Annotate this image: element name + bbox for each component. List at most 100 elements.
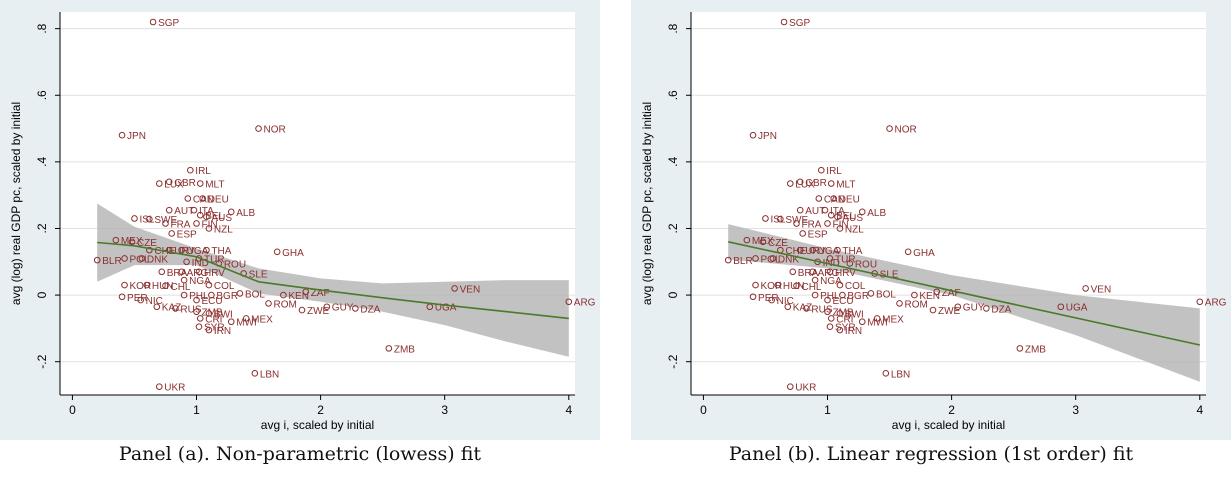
point-label: NIC <box>777 296 794 307</box>
y-tick-label: 0 <box>666 291 680 298</box>
point-label: RUS <box>811 304 832 315</box>
point-label: AUT <box>805 206 825 217</box>
y-tick-label: -.2 <box>666 354 680 368</box>
point-marker <box>162 282 169 290</box>
point-marker <box>137 296 144 304</box>
y-tick-label: .6 <box>35 90 49 100</box>
point-label: MEX <box>752 236 774 247</box>
x-axis-label: avg i, scaled by initial <box>892 418 1005 432</box>
point-label: PER <box>758 293 779 304</box>
point-label: ZAF <box>942 288 961 299</box>
point-label: ITA <box>199 206 214 217</box>
point-label: THA <box>211 246 231 257</box>
point-label: IRL <box>195 166 211 177</box>
point-label: CAN <box>193 195 214 206</box>
point-marker <box>183 258 190 266</box>
fit-line <box>97 241 569 320</box>
point-marker <box>205 310 213 317</box>
point-label: ARG <box>1205 298 1227 309</box>
point-marker <box>190 206 198 214</box>
point-label: PHL <box>189 291 209 302</box>
point-marker <box>846 260 854 267</box>
point-label: CRI <box>836 314 853 325</box>
point-marker <box>165 178 173 186</box>
x-tick-label: 4 <box>565 403 572 417</box>
point-marker <box>199 195 207 202</box>
point-label: ECU <box>202 296 223 307</box>
point-marker <box>954 303 962 311</box>
x-tick-label: 3 <box>1072 403 1079 417</box>
point-label: UKR <box>795 383 816 394</box>
point-marker <box>793 220 800 227</box>
point-label: ZMB <box>394 344 415 355</box>
point-label: BRA <box>167 268 188 279</box>
point-marker <box>112 236 120 244</box>
point-marker <box>752 281 759 289</box>
point-marker <box>824 296 831 304</box>
point-label: BEL <box>836 211 855 222</box>
point-marker <box>352 305 359 312</box>
point-marker <box>298 306 306 314</box>
y-tick-label: .8 <box>35 23 49 33</box>
point-label: DNK <box>778 254 799 265</box>
point-label: BOL <box>245 289 265 300</box>
point-marker <box>205 326 213 334</box>
point-label: ZAF <box>311 288 330 299</box>
point-label: NIC <box>146 296 163 307</box>
point-marker <box>1196 298 1204 306</box>
point-label: JPN <box>127 131 146 142</box>
x-tick-label: 4 <box>1196 403 1203 417</box>
point-label: BGR <box>216 291 238 302</box>
point-label: ROU <box>224 259 246 270</box>
point-marker <box>168 230 175 237</box>
point-marker <box>131 215 138 222</box>
point-marker <box>796 246 804 254</box>
point-label: SLE <box>880 269 899 280</box>
point-marker <box>146 215 153 223</box>
point-marker <box>193 308 200 316</box>
point-marker <box>121 255 128 262</box>
point-label: UGA <box>435 303 457 314</box>
point-label: IRL <box>826 166 842 177</box>
point-label: SGP <box>789 18 810 29</box>
point-label: FIN <box>202 219 218 230</box>
point-label: DEU <box>208 195 229 206</box>
panel-a-caption: Panel (a). Non-parametric (lowess) fit <box>118 443 482 465</box>
point-label: ZWE <box>938 306 961 317</box>
y-tick-label: .8 <box>666 23 680 33</box>
point-label: UGA <box>1066 303 1088 314</box>
y-tick-label: .6 <box>666 90 680 100</box>
point-marker <box>839 291 846 299</box>
point-label: BLR <box>733 256 752 267</box>
point-label: BRA <box>798 268 819 279</box>
point-label: HRV <box>835 268 856 279</box>
point-label: FRA <box>801 219 821 230</box>
panel-a: -.2 0 .2 .4 .6 .8 0 1 2 3 4 SGP JPN NOR IRL GBR LUX MLT CA… <box>0 0 600 478</box>
point-marker <box>302 288 310 296</box>
point-marker <box>762 215 769 222</box>
y-tick-label: .2 <box>35 223 49 233</box>
point-marker <box>911 291 918 299</box>
point-marker <box>815 195 823 202</box>
point-marker <box>178 268 185 276</box>
point-marker <box>203 213 210 221</box>
point-label: BGR <box>847 291 869 302</box>
point-label: ARG <box>187 268 209 279</box>
point-label: MLT <box>836 180 855 191</box>
point-label: IRN <box>845 326 862 337</box>
point-marker <box>227 318 235 326</box>
point-marker <box>255 125 262 132</box>
point-label: TUR <box>204 254 225 265</box>
point-marker <box>196 180 204 187</box>
point-marker <box>824 220 831 227</box>
point-marker <box>273 248 281 256</box>
x-tick-label: 1 <box>824 403 831 417</box>
point-label: VEN <box>1091 284 1112 295</box>
point-marker <box>128 238 136 246</box>
x-tick-label: 2 <box>948 403 955 417</box>
point-label: ISL <box>770 214 785 225</box>
point-label: GUY <box>963 303 985 314</box>
point-marker <box>118 293 126 301</box>
point-marker <box>796 206 804 214</box>
point-marker <box>836 225 844 232</box>
